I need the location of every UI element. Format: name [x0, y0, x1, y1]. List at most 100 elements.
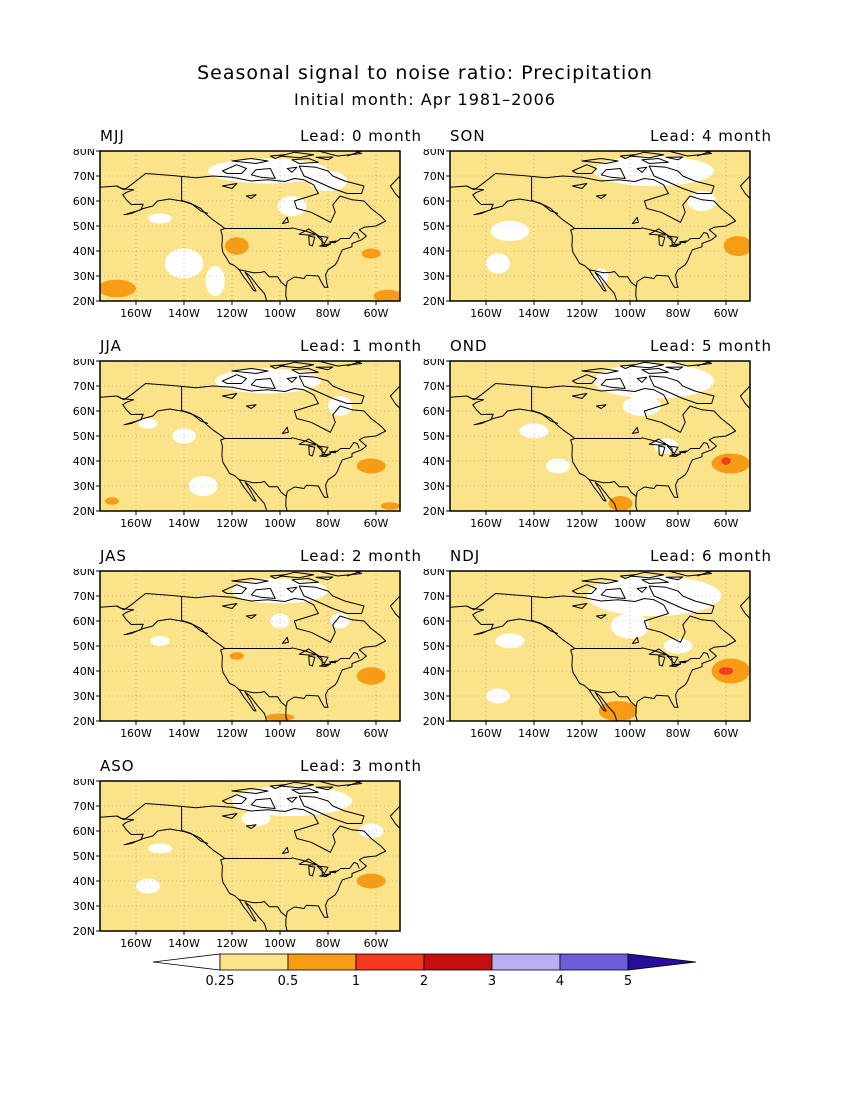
- map-field: [450, 571, 750, 721]
- coastline: [347, 151, 400, 199]
- national-border: [239, 899, 287, 917]
- lat-label: 20N: [73, 505, 95, 518]
- lon-label: 60W: [714, 307, 739, 319]
- panel-lead: Lead: 1 month: [300, 337, 422, 355]
- lat-label: 80N: [423, 359, 445, 368]
- lake: [245, 824, 257, 829]
- coastline: [697, 361, 750, 409]
- lake: [308, 655, 316, 667]
- arctic-island: [315, 366, 334, 371]
- precip-map: 20N 30N 40N 50N 60N 70N 80N 160W 140W 120W 100W 80W…: [73, 779, 401, 949]
- lat-label: 20N: [73, 925, 95, 938]
- lake: [316, 655, 329, 664]
- signal-hotspot: [265, 713, 295, 721]
- lat-label: 30N: [73, 900, 95, 913]
- low-signal-patch: [495, 633, 525, 649]
- signal-hotspot: [361, 248, 381, 259]
- low-signal-patch: [148, 843, 172, 854]
- map-field: [450, 361, 750, 511]
- colorbar-segment: [219, 953, 289, 971]
- lon-label: 120W: [216, 937, 248, 949]
- national-border: [224, 437, 360, 456]
- arctic-island: [269, 574, 286, 579]
- arctic-island: [250, 798, 276, 809]
- coastline: [116, 185, 268, 301]
- arctic-island: [619, 154, 636, 159]
- lat-label: 50N: [73, 430, 95, 443]
- low-signal-patch: [486, 253, 510, 274]
- national-border: [224, 857, 360, 876]
- colorbar-label: 5: [624, 974, 632, 989]
- arctic-island: [317, 361, 363, 367]
- arctic-island: [571, 374, 597, 384]
- arctic-island: [571, 584, 597, 594]
- lake: [666, 235, 679, 244]
- lat-label: 50N: [423, 640, 445, 653]
- arctic-island: [648, 375, 715, 404]
- lake: [631, 426, 639, 434]
- arctic-island: [298, 585, 365, 614]
- lat-label: 30N: [423, 270, 445, 283]
- lat-label: 50N: [73, 850, 95, 863]
- lon-label: 140W: [168, 937, 200, 949]
- arctic-island: [221, 794, 247, 804]
- signal-hotspot: [711, 453, 750, 474]
- map-panel-son: SON Lead: 4 month 20N 30N 40N 50N 60N 70N 80N 1…: [420, 127, 780, 322]
- coastline: [100, 593, 387, 721]
- map-field: [100, 781, 400, 931]
- arctic-island: [636, 376, 648, 383]
- arctic-island: [571, 164, 597, 174]
- arctic-island: [619, 574, 636, 579]
- lat-label: 70N: [73, 590, 95, 603]
- lat-label: 30N: [73, 480, 95, 493]
- low-signal-patch: [546, 458, 570, 474]
- arctic-island: [581, 158, 619, 164]
- low-signal-patch: [490, 221, 530, 241]
- national-border: [239, 269, 287, 287]
- low-signal-patch: [205, 266, 225, 296]
- arctic-island: [648, 165, 715, 194]
- lat-label: 50N: [423, 430, 445, 443]
- lon-label: 80W: [666, 307, 691, 319]
- lat-label: 20N: [73, 715, 95, 728]
- map-panel-mjj: MJJ Lead: 0 month 20N 30N 40N 50N 60N 70N 80N 1…: [70, 127, 430, 322]
- lat-label: 60N: [73, 405, 95, 418]
- low-signal-patch: [519, 423, 549, 439]
- lon-label: 120W: [566, 517, 598, 529]
- arctic-island: [231, 158, 269, 164]
- colorbar-segment: [491, 953, 561, 971]
- colorbar-segment: [287, 953, 357, 971]
- map-field: [100, 361, 400, 511]
- national-border: [531, 387, 559, 424]
- low-signal-patch: [359, 823, 384, 839]
- lake: [308, 235, 316, 247]
- national-border: [181, 387, 209, 424]
- arctic-island: [315, 156, 334, 161]
- signal-hotspot: [380, 502, 400, 510]
- arctic-island: [298, 795, 365, 824]
- lon-label: 100W: [264, 307, 296, 319]
- national-border: [574, 227, 710, 246]
- lon-label: 120W: [216, 517, 248, 529]
- national-border: [239, 479, 287, 497]
- lat-label: 20N: [423, 505, 445, 518]
- arctic-island: [636, 166, 648, 173]
- signal-hotspot: [356, 873, 386, 889]
- lon-label: 160W: [120, 307, 152, 319]
- lat-label: 70N: [423, 170, 445, 183]
- lake: [571, 183, 588, 189]
- lake: [658, 655, 666, 667]
- national-border: [224, 647, 360, 666]
- lon-label: 120W: [216, 727, 248, 739]
- map-panel-aso: ASO Lead: 3 month 20N 30N 40N 50N 60N 70N 80N 1…: [70, 757, 430, 952]
- lat-label: 70N: [73, 800, 95, 813]
- arctic-island: [600, 168, 626, 179]
- map-panel-jja: JJA Lead: 1 month 20N 30N 40N 50N 60N 70N 80N 1…: [70, 337, 430, 532]
- arctic-island: [231, 788, 269, 794]
- signal-hotspot: [224, 237, 249, 255]
- signal-hotspot: [100, 279, 136, 298]
- arctic-island: [250, 168, 276, 179]
- lon-label: 60W: [364, 307, 389, 319]
- lon-label: 140W: [168, 307, 200, 319]
- coastline: [466, 605, 618, 721]
